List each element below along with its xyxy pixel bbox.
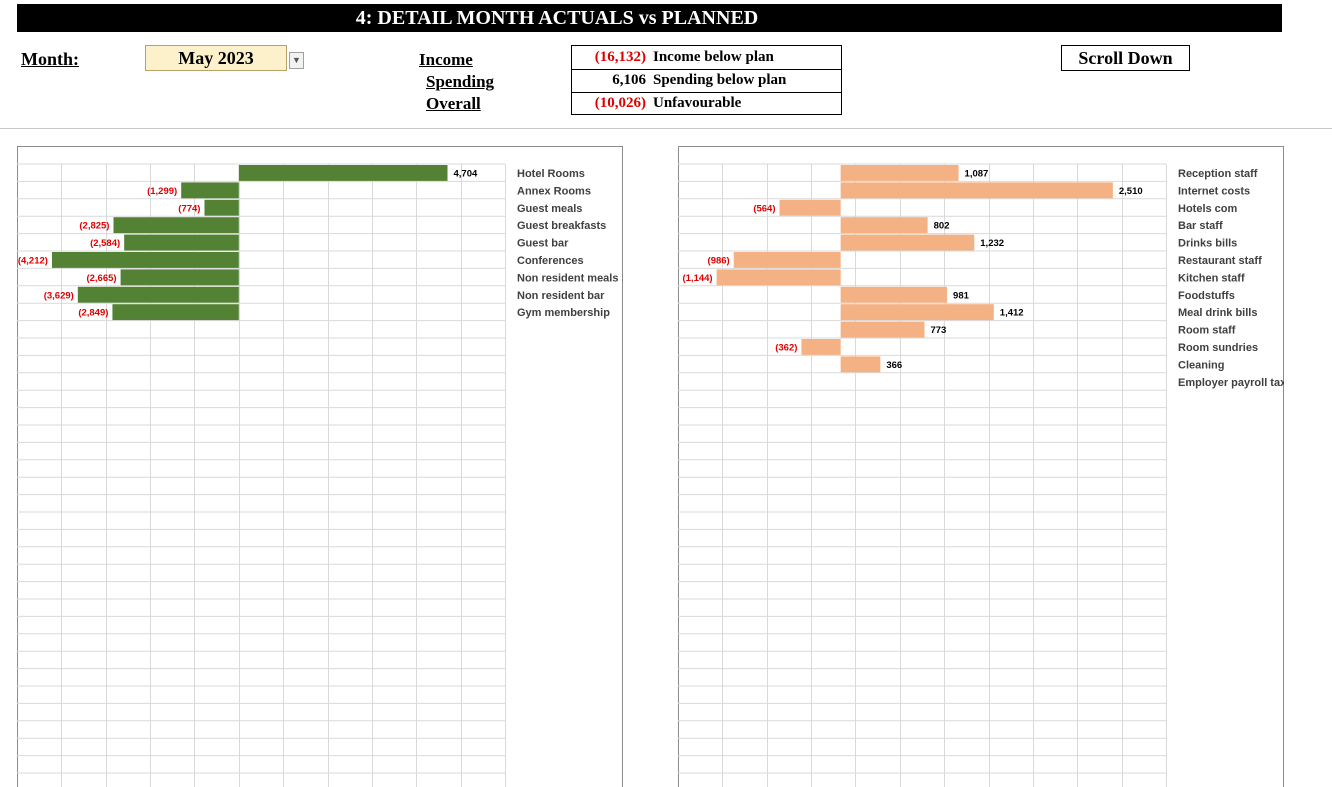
bar [113,217,239,234]
month-select[interactable]: May 2023 [145,45,287,71]
bar [716,269,841,286]
summary-overall-value: (10,026) [594,95,646,111]
data-label: 802 [934,221,950,232]
month-value: May 2023 [178,48,254,68]
category-label: Guest meals [517,203,582,215]
data-label: (2,825) [79,221,109,232]
data-label: (2,849) [78,308,108,319]
data-label: (564) [753,203,775,214]
category-label: Non resident meals [517,272,618,284]
bar [204,199,239,216]
bar [840,182,1113,199]
month-label: Month: [21,49,79,69]
data-label: (986) [708,255,730,266]
category-label: Internet costs [1178,185,1250,197]
data-label: 773 [930,325,946,336]
data-label: 1,087 [965,168,989,179]
bar [238,165,448,181]
data-label: 2,510 [1119,186,1143,197]
category-label: Restaurant staff [1178,255,1262,267]
data-label: 1,412 [1000,308,1024,319]
scroll-down-button[interactable]: Scroll Down [1061,45,1190,71]
spending-chart-panel: 1,087 Reception staff 2,510 Internet costs (… [678,146,1284,787]
data-label: (3,629) [44,290,74,301]
bar [112,304,239,321]
category-label: Non resident bar [517,290,605,302]
category-label: Guest bar [517,238,569,250]
summary-overall-text: Unfavourable [653,95,742,111]
bar [840,217,928,234]
data-label: (2,584) [90,238,120,249]
bar [77,286,239,303]
summary-row-spending: 6,106 Spending below plan [572,69,841,93]
summary-spending-text: Spending below plan [653,72,787,88]
category-label: Cleaning [1178,359,1224,371]
summary-income-value: (16,132) [594,49,646,65]
spending-variance-chart: 1,087 Reception staff 2,510 Internet costs (… [678,146,1284,787]
chevron-down-icon[interactable]: ▼ [289,52,304,69]
category-label: Conferences [517,255,584,267]
data-label: (2,665) [86,273,116,284]
category-label: Hotels com [1178,203,1238,215]
category-label: Guest breakfasts [517,220,606,232]
category-label: Annex Rooms [517,185,591,197]
bar [840,356,881,373]
category-label: Bar staff [1178,220,1223,232]
category-label: Room sundries [1178,342,1258,354]
summary-income-text: Income below plan [653,49,774,65]
category-label: Kitchen staff [1178,272,1245,284]
bar [840,234,975,251]
data-label: 366 [886,360,902,371]
page-title: 4: DETAIL MONTH ACTUALS vs PLANNED [17,4,1282,32]
category-label: Foodstuffs [1178,290,1235,302]
data-label: (1,299) [147,186,177,197]
category-label: Drinks bills [1178,238,1237,250]
data-label: (362) [775,342,797,353]
bar [840,304,994,321]
income-chart-panel: 4,704 Hotel Rooms (1,299) Annex Rooms (774) G… [17,146,623,787]
bar [733,252,841,268]
bar [181,182,239,199]
category-label: Employer payroll taxes [1178,377,1284,389]
summary-table: (16,132) Income below plan 6,106 Spendin… [571,45,842,115]
summary-spending-value: 6,106 [612,72,646,88]
bar [840,165,959,181]
category-label: Reception staff [1178,168,1258,180]
bar [120,269,239,286]
data-label: 4,704 [454,168,478,179]
summary-row-income: (16,132) Income below plan [572,46,841,70]
category-label: Gym membership [517,307,610,319]
data-label: (4,212) [18,255,48,266]
data-label: (774) [178,203,200,214]
income-variance-chart: 4,704 Hotel Rooms (1,299) Annex Rooms (774) G… [17,146,623,787]
bar [840,286,948,303]
category-label: Hotel Rooms [517,168,585,180]
category-label: Meal drink bills [1178,307,1257,319]
page-title-text: 4: DETAIL MONTH ACTUALS vs PLANNED [355,6,759,29]
divider [0,128,1332,129]
bar [124,234,239,251]
overall-label: Overall [426,94,481,113]
spending-label: Spending [426,72,495,91]
data-label: 1,232 [980,238,1004,249]
income-label: Income [419,50,473,69]
bar [779,199,841,216]
bar [840,321,925,338]
bar [801,339,841,355]
data-label: (1,144) [682,273,712,284]
bar [51,252,239,268]
summary-row-overall: (10,026) Unfavourable [572,92,841,115]
scroll-down-label: Scroll Down [1078,48,1173,68]
data-label: 981 [953,290,970,301]
category-label: Room staff [1178,325,1236,337]
